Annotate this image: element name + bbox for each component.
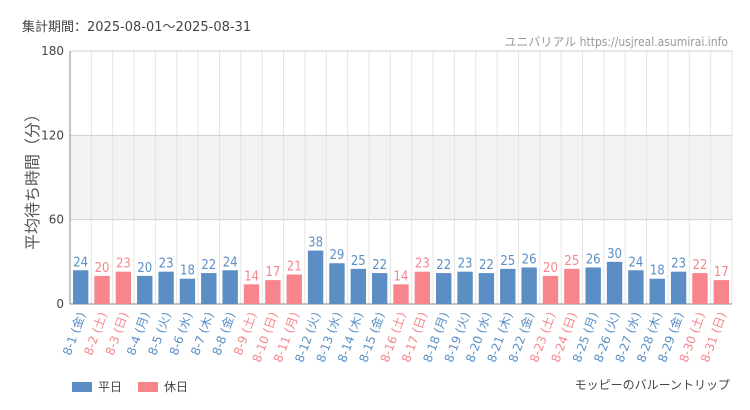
bar	[500, 268, 516, 304]
bar	[179, 278, 196, 304]
bar-value-label: 25	[500, 254, 515, 269]
y-tick-label: 120	[41, 128, 64, 142]
bar	[243, 284, 260, 304]
bar-value-label: 25	[351, 254, 366, 269]
bar-value-label: 22	[201, 258, 216, 273]
bar-value-label: 18	[180, 264, 195, 279]
bar	[436, 273, 452, 304]
bar-value-label: 20	[543, 261, 558, 276]
bar	[585, 267, 601, 304]
bar-value-label: 26	[586, 252, 601, 267]
bar	[94, 275, 110, 304]
bar-value-label: 23	[159, 257, 174, 272]
bar	[115, 271, 132, 304]
legend-label-holiday: 休日	[164, 380, 189, 394]
bar	[350, 268, 366, 304]
bar	[393, 284, 409, 304]
bar-value-label: 17	[714, 265, 729, 280]
bar-value-label: 21	[287, 259, 302, 274]
legend-swatch-holiday	[138, 381, 159, 392]
bar	[692, 273, 708, 304]
y-tick-label: 0	[56, 297, 64, 311]
bar-value-label: 25	[564, 254, 579, 269]
bar-value-label: 22	[436, 258, 451, 273]
bar-value-label: 20	[137, 261, 152, 276]
bar	[307, 250, 324, 304]
bar	[265, 280, 281, 304]
bar-value-label: 26	[522, 252, 537, 267]
legend-item-holiday: 休日	[138, 378, 188, 395]
bar	[649, 278, 665, 304]
bar	[222, 270, 238, 304]
bar-value-label: 22	[693, 258, 708, 273]
bar	[713, 280, 730, 304]
bar-value-label: 23	[671, 257, 686, 272]
bar-value-label: 17	[265, 265, 280, 280]
y-axis-title: 平均待ち時間（分）	[23, 106, 42, 250]
site-credit: ユニバリアル https://usjreal.asumirai.info	[504, 35, 728, 49]
bar-value-label: 23	[116, 257, 131, 272]
bar	[564, 268, 580, 304]
bar-value-label: 29	[329, 248, 344, 263]
bar-value-label: 14	[394, 269, 409, 284]
bar	[670, 271, 687, 304]
bar-value-label: 23	[415, 257, 430, 272]
bar-value-label: 24	[628, 255, 643, 270]
bar	[72, 270, 89, 304]
period-label: 集計期間：2025-08-01～2025-08-31	[22, 20, 252, 35]
legend: 平日 休日	[72, 378, 188, 395]
bar	[158, 271, 174, 304]
y-tick-label: 180	[41, 44, 64, 58]
bar-value-label: 38	[308, 236, 323, 251]
bar	[606, 261, 623, 304]
bar	[478, 273, 495, 304]
bar	[137, 275, 153, 304]
bar-value-label: 24	[223, 255, 238, 270]
bar-value-label: 18	[650, 264, 665, 279]
bar-value-label: 30	[607, 247, 622, 262]
bar-value-label: 14	[244, 269, 259, 284]
bar	[371, 273, 388, 304]
bar-value-label: 22	[479, 258, 494, 273]
legend-swatch-weekday	[72, 381, 92, 392]
bar-value-label: 23	[458, 257, 473, 272]
y-tick-label: 60	[49, 213, 64, 227]
bar	[414, 271, 431, 304]
bar-value-label: 20	[95, 261, 110, 276]
attraction-name: モッピーのバルーントリップ	[574, 378, 730, 392]
legend-label-weekday: 平日	[98, 380, 123, 394]
bar	[542, 275, 559, 304]
legend-item-weekday: 平日	[72, 378, 122, 395]
bar	[628, 270, 644, 304]
bar	[521, 267, 537, 304]
shaded-band-60-120	[70, 135, 732, 220]
bar-value-label: 24	[73, 255, 88, 270]
bar-value-label: 22	[372, 258, 387, 273]
bar	[286, 274, 302, 304]
bar	[457, 271, 473, 304]
bar	[201, 273, 217, 304]
bar	[329, 263, 345, 304]
